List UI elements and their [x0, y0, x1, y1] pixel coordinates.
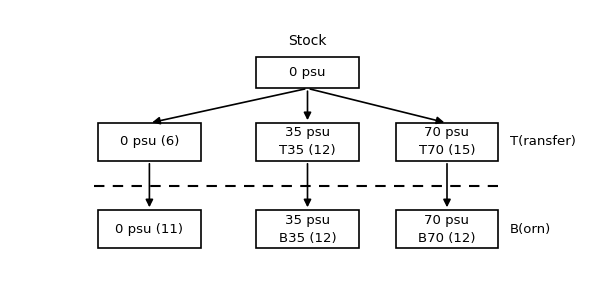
FancyBboxPatch shape [396, 123, 498, 161]
Text: B(orn): B(orn) [510, 222, 551, 235]
FancyBboxPatch shape [98, 123, 200, 161]
FancyBboxPatch shape [256, 123, 359, 161]
Text: 35 psu
B35 (12): 35 psu B35 (12) [278, 213, 337, 244]
Text: 35 psu
T35 (12): 35 psu T35 (12) [279, 126, 336, 157]
FancyBboxPatch shape [396, 210, 498, 248]
FancyBboxPatch shape [256, 57, 359, 88]
Text: 70 psu
T70 (15): 70 psu T70 (15) [419, 126, 475, 157]
Text: 0 psu (6): 0 psu (6) [120, 135, 179, 148]
Text: 0 psu: 0 psu [289, 66, 326, 79]
Text: 70 psu
B70 (12): 70 psu B70 (12) [418, 213, 476, 244]
Text: 0 psu (11): 0 psu (11) [115, 222, 184, 235]
Text: Stock: Stock [288, 34, 327, 48]
FancyBboxPatch shape [256, 210, 359, 248]
Text: T(ransfer): T(ransfer) [510, 135, 575, 148]
FancyBboxPatch shape [98, 210, 200, 248]
